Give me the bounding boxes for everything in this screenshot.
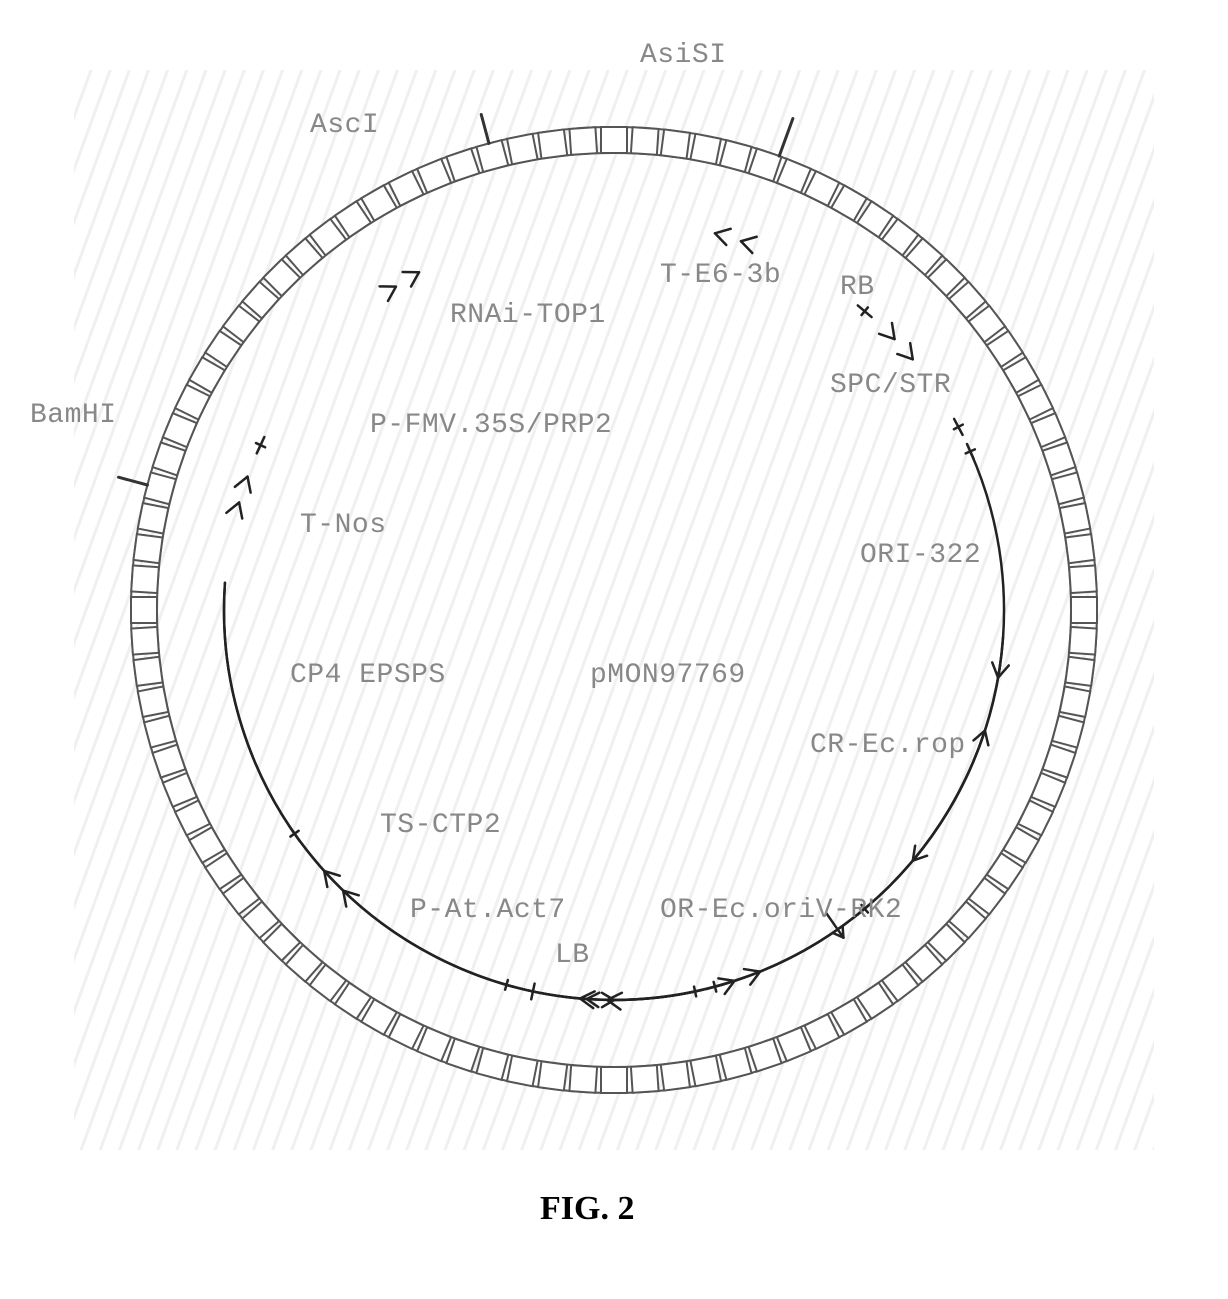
label-oreco: OR-Ec.oriV-RK2 bbox=[660, 895, 902, 926]
figure-caption: FIG. 2 bbox=[540, 1190, 634, 1228]
label-crec: CR-Ec.rop bbox=[810, 730, 966, 761]
label-spcstr: SPC/STR bbox=[830, 370, 951, 401]
label-cp4: CP4 EPSPS bbox=[290, 660, 446, 691]
label-asisi: AsiSI bbox=[640, 40, 727, 71]
label-bamhi: BamHI bbox=[30, 400, 117, 431]
label-rnai: RNAi-TOP1 bbox=[450, 300, 606, 331]
label-asci: AscI bbox=[310, 110, 379, 141]
label-lb: LB bbox=[555, 940, 590, 971]
label-te63b: T-E6-3b bbox=[660, 260, 781, 291]
label-patact7: P-At.Act7 bbox=[410, 895, 566, 926]
label-ori322: ORI-322 bbox=[860, 540, 981, 571]
label-rb: RB bbox=[840, 272, 875, 303]
label-tsctp2: TS-CTP2 bbox=[380, 810, 501, 841]
label-pfmv: P-FMV.35S/PRP2 bbox=[370, 410, 612, 441]
label-pmon: pMON97769 bbox=[590, 660, 746, 691]
label-tnos: T-Nos bbox=[300, 510, 387, 541]
plasmid-map-svg bbox=[0, 0, 1228, 1299]
